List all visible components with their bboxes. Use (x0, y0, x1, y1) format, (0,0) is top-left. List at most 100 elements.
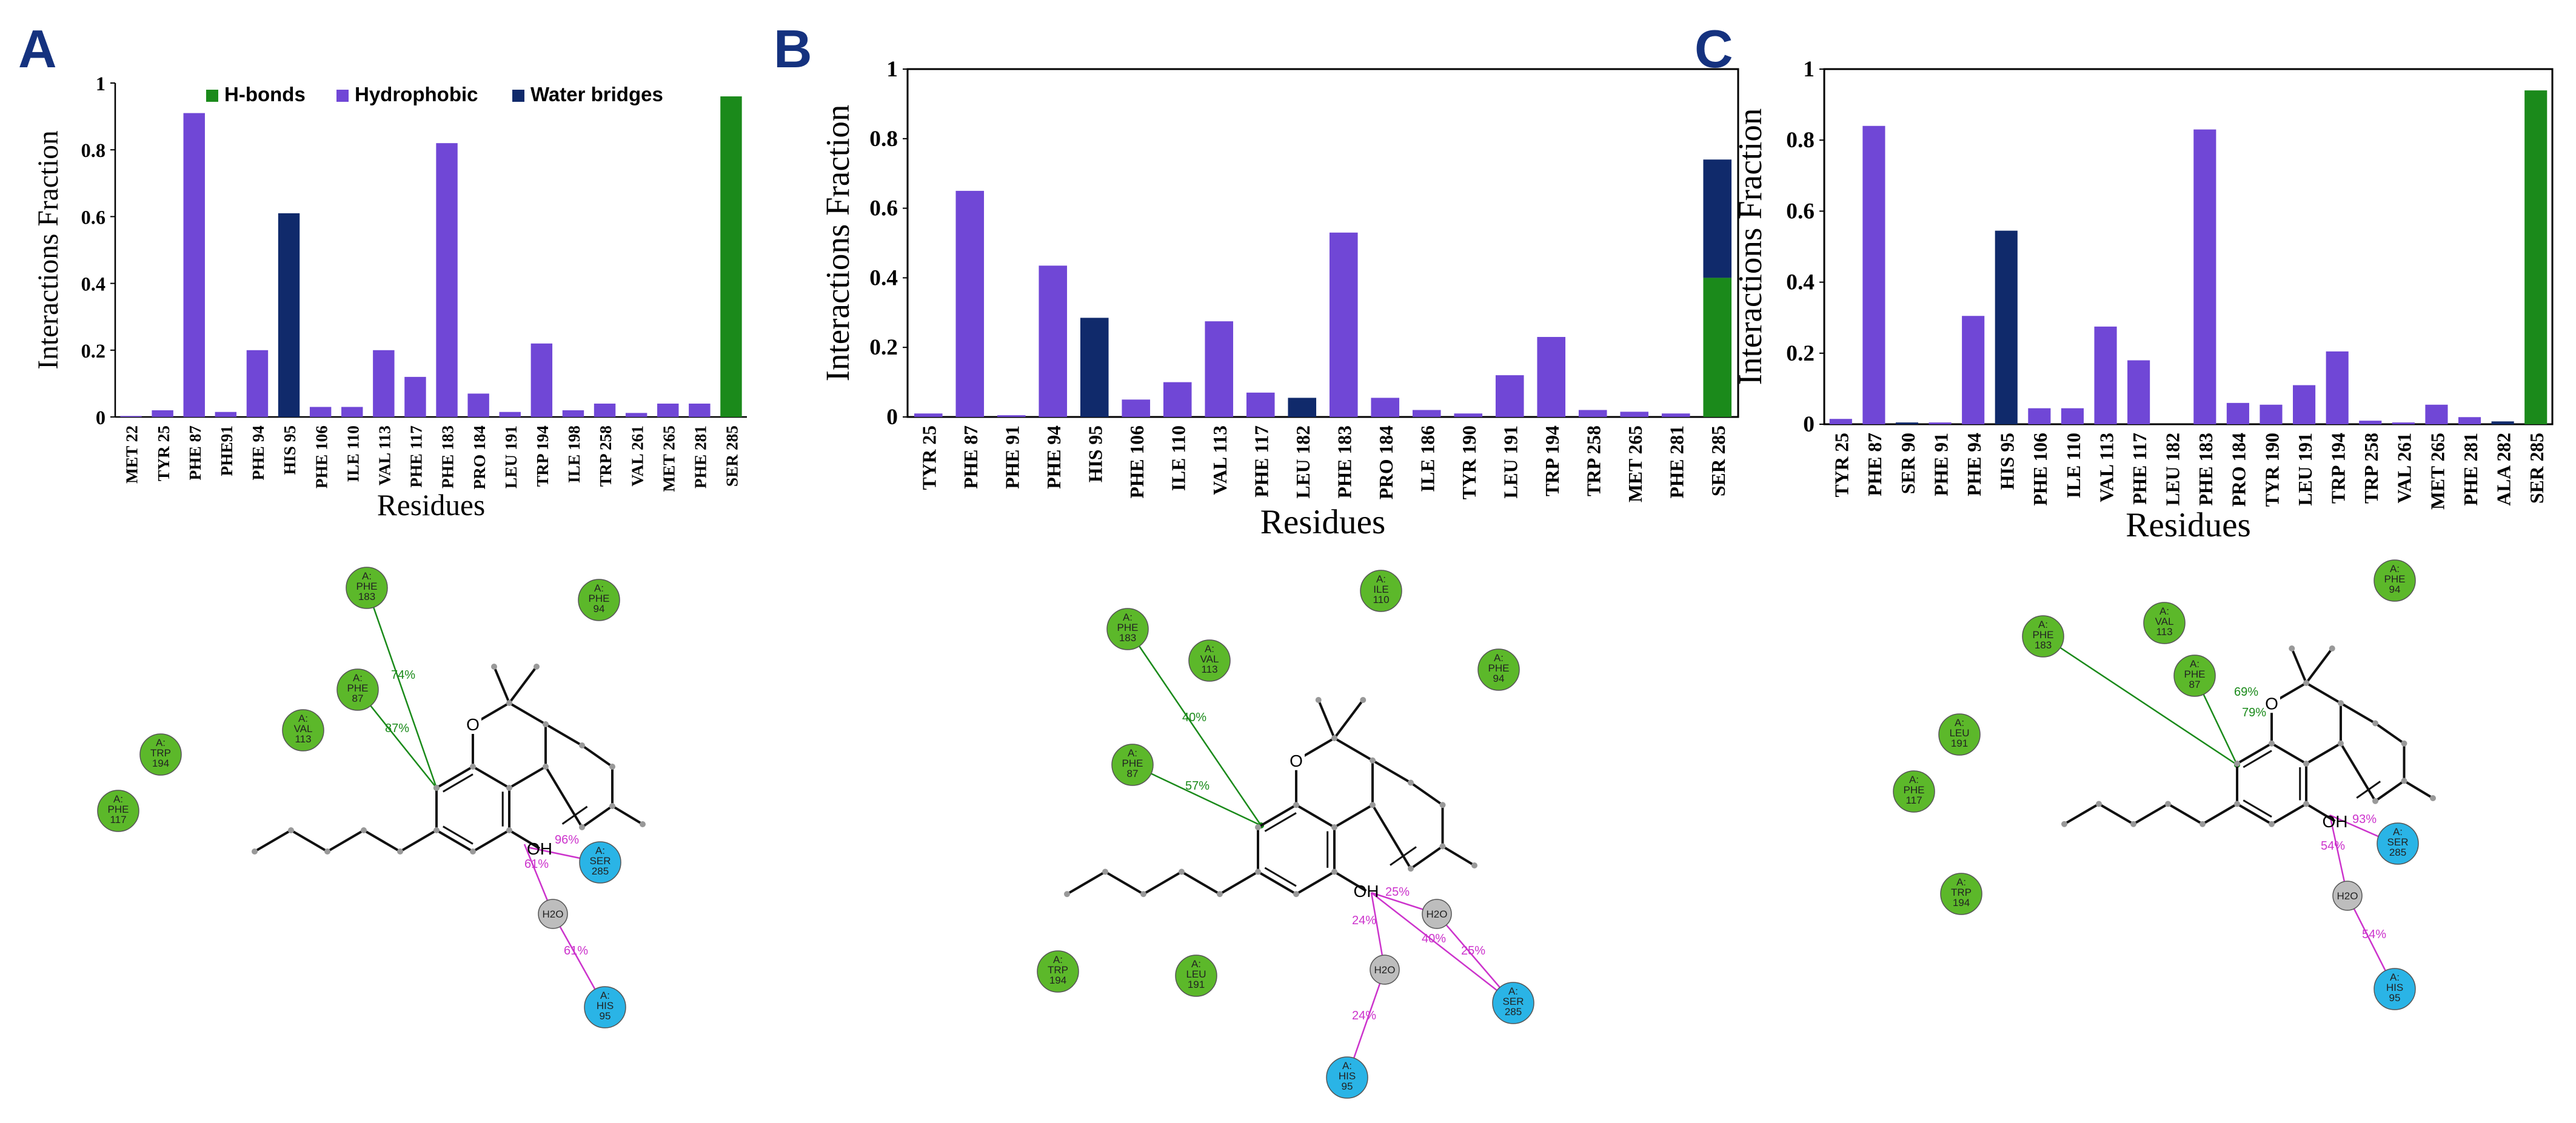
x-tick-label: PHE91 (218, 425, 236, 476)
bar-hydrophobic (499, 412, 521, 417)
ligand-bond (2374, 779, 2405, 802)
residue-label: 95 (1342, 1081, 1353, 1092)
ligand-bond (508, 665, 538, 704)
ligand-double-bond (2243, 750, 2272, 768)
x-tick-label: TRP 258 (2361, 433, 2382, 504)
interaction-percent-label: 93% (2352, 813, 2377, 826)
ligand-atom (609, 764, 615, 770)
ligand-atom (2234, 801, 2240, 807)
residue-label: HIS (597, 1000, 614, 1011)
residue-label: A: (1508, 985, 1518, 997)
residue-label: A: (1956, 876, 1966, 888)
residue-label: 113 (295, 733, 311, 745)
panel-letter-b: B (774, 19, 812, 79)
bar-hydrophobic (2326, 351, 2349, 424)
ligand-double-bond (443, 773, 473, 793)
residue-label: 95 (600, 1010, 611, 1022)
ligand-atom (2303, 680, 2309, 686)
ligand-bond (1066, 870, 1106, 895)
y-tick-label: 0.4 (869, 265, 898, 290)
residue-label: A: (2390, 563, 2400, 575)
bar-hydrophobic (246, 350, 269, 417)
oxygen-label: O (466, 715, 480, 734)
residue-label: A: (594, 582, 604, 594)
residue-label: A: (1205, 643, 1214, 655)
residue-label: 87 (1127, 768, 1139, 779)
interaction-percent-label: 96% (555, 833, 579, 847)
x-tick-label: PHE 117 (1251, 425, 1273, 498)
legend-swatch (336, 90, 349, 102)
bar-hydrophobic (2458, 417, 2481, 424)
interaction-percent-label: 61% (524, 858, 549, 871)
residue-label: 94 (2389, 584, 2401, 595)
x-tick-label: PHE 94 (1043, 425, 1065, 489)
residue-label: A: (2159, 605, 2169, 617)
ligand-atom (470, 848, 476, 855)
ligand-atom (543, 764, 549, 770)
interaction-diagram-b: OOHA:ILE110A:PHE183A:VAL113A:PHE94A:PHE8… (1037, 570, 1534, 1099)
ligand-bond (493, 666, 510, 704)
bar-hydrophobic (1246, 392, 1275, 417)
residue-label: 183 (358, 591, 375, 602)
ligand-atom (252, 848, 258, 855)
residue-label: A: (353, 672, 363, 684)
x-tick-label: ILE 110 (2063, 433, 2084, 498)
residue-label: A: (1191, 958, 1201, 970)
ligand-bond (1410, 845, 1444, 870)
interaction-percent-label: 79% (2242, 706, 2266, 719)
y-tick-label: 0.2 (81, 340, 105, 362)
ligand-atom (2303, 801, 2309, 807)
ligand-bond (1317, 699, 1336, 739)
water-molecule-node (538, 899, 568, 929)
x-tick-label: TYR 190 (2261, 433, 2283, 507)
x-tick-label: ILE 110 (344, 425, 362, 482)
x-tick-label: LEU 182 (2163, 433, 2184, 506)
residue-label: A: (1123, 611, 1132, 623)
ligand-atom (1370, 757, 1376, 764)
interaction-diagram-a: OOHA:PHE183A:PHE94A:PHE87A:VAL113A:TRP19… (97, 567, 646, 1028)
x-tick-label: TRP 258 (1584, 425, 1605, 496)
residue-label: PHE (356, 581, 378, 592)
ligand-bond (1333, 804, 1374, 828)
bar-hydrophobic (955, 190, 985, 417)
residue-label: VAL (294, 723, 313, 735)
residue-node (579, 841, 621, 884)
residue-label: A: (2038, 619, 2048, 630)
residue-node (1326, 1056, 1368, 1099)
residue-label: A: (595, 845, 605, 856)
bar-hydrophobic (594, 403, 616, 417)
y-tick-label: 0.8 (869, 127, 898, 152)
residue-label: PHE (2384, 573, 2406, 585)
x-tick-label: PHE 91 (1002, 425, 1023, 489)
ligand-bond (290, 829, 329, 853)
residue-label: SER (1503, 996, 1524, 1007)
ligand-atom (2338, 700, 2344, 707)
ligand-atom (1408, 865, 1414, 872)
ligand-bond (2340, 742, 2377, 802)
chart-b: 0 0.2 0.4 0.6 0.8 1 TYR 25 PHE 87 PHE 91 PHE 94 HI… (819, 57, 1739, 541)
residue-label: A: (362, 570, 372, 582)
ligand-atom (506, 700, 512, 706)
ligand-atom (1217, 891, 1223, 898)
bar-hydrophobic (183, 113, 205, 417)
water-label: H2O (1374, 964, 1396, 976)
ligand-atom (1331, 735, 1337, 741)
panel-letter-a: A (18, 19, 57, 79)
ligand-bond (2236, 802, 2273, 825)
bar-hydrophobic (1454, 413, 1483, 417)
ligand-atom (1255, 868, 1261, 875)
interaction-percent-label: 25% (1461, 944, 1485, 958)
bar-h-bonds (1703, 278, 1732, 417)
residue-node (1106, 608, 1149, 650)
x-tick-label: TRP 258 (597, 425, 615, 487)
ligand-bond (2305, 742, 2342, 765)
x-tick-label: HIS 95 (1085, 425, 1106, 482)
ligand-bond (544, 723, 583, 747)
x-tick-label: LEU 182 (1293, 425, 1314, 499)
bar-hydrophobic (1371, 398, 1400, 417)
legend-swatch (206, 90, 218, 102)
ligand-bond (1333, 699, 1364, 739)
residue-label: 117 (1905, 795, 1922, 806)
ligand-atom (288, 827, 294, 833)
residue-label: SER (2387, 836, 2409, 848)
